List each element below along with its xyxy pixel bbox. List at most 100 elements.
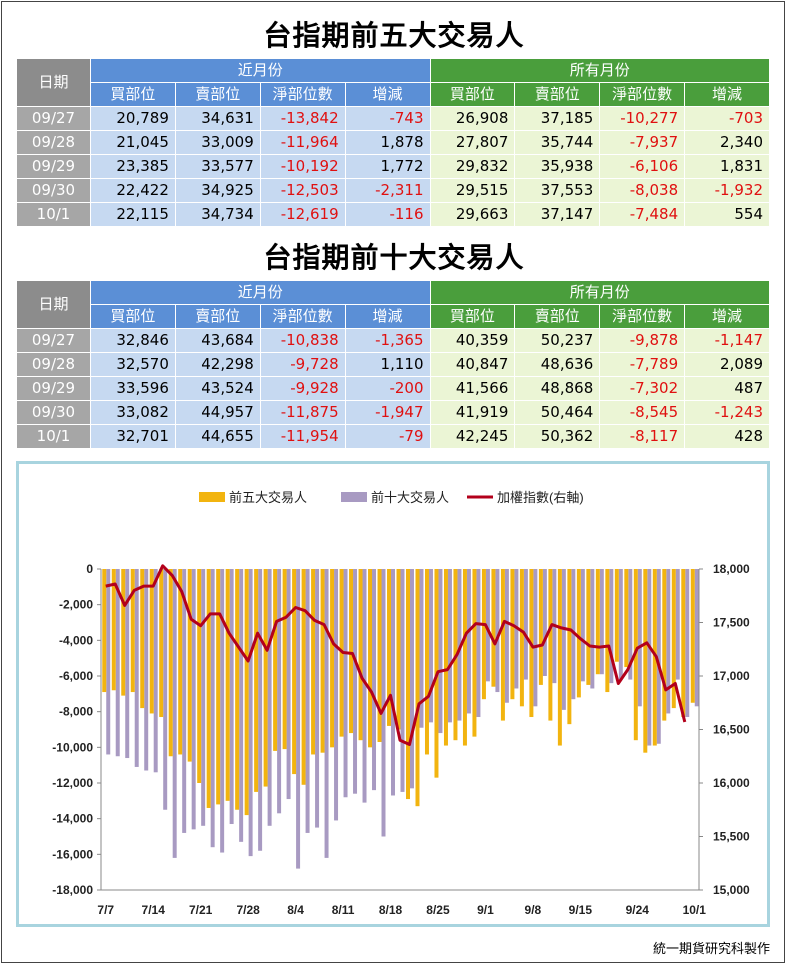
top5-bar bbox=[510, 569, 515, 700]
top10-bar bbox=[362, 569, 367, 803]
top5-bar bbox=[235, 569, 240, 810]
top10-bar bbox=[353, 569, 358, 794]
top5-bar bbox=[377, 569, 382, 742]
value-cell: 40,359 bbox=[429, 328, 516, 353]
y2-tick-label: 16,500 bbox=[713, 723, 750, 737]
date-cell: 09/28 bbox=[16, 352, 91, 377]
top10-bar bbox=[115, 569, 120, 757]
value-cell: 428 bbox=[684, 424, 770, 449]
top10-bar bbox=[210, 569, 215, 848]
x-tick-label: 10/1 bbox=[683, 903, 707, 917]
x-tick-label: 7/7 bbox=[97, 903, 114, 917]
top10-bar bbox=[153, 569, 158, 773]
top5-bar bbox=[595, 569, 600, 675]
top5-bar bbox=[187, 569, 192, 762]
top5-bar bbox=[396, 569, 401, 730]
value-cell: -7,789 bbox=[599, 352, 686, 377]
top10-bar bbox=[334, 569, 339, 821]
chart-legend: 前五大交易人 前十大交易人 加權指數(右軸) bbox=[199, 490, 584, 505]
top10-bar bbox=[628, 569, 633, 680]
top5-bar bbox=[330, 569, 335, 748]
top5-bar bbox=[519, 569, 524, 707]
top10-bar bbox=[580, 569, 585, 682]
col-header: 淨部位數 bbox=[259, 82, 346, 107]
near-month-header: 近月份 bbox=[90, 280, 431, 305]
y-tick-label: -4,000 bbox=[59, 633, 93, 647]
top10-bar bbox=[561, 569, 566, 710]
value-cell: 1,110 bbox=[344, 352, 431, 377]
date-header: 日期 bbox=[16, 280, 91, 329]
value-cell: 48,636 bbox=[514, 352, 601, 377]
value-cell: -11,875 bbox=[259, 400, 346, 425]
value-cell: 44,957 bbox=[174, 400, 261, 425]
value-cell: 33,577 bbox=[174, 154, 261, 179]
x-tick-label: 8/18 bbox=[379, 903, 403, 917]
value-cell: 1,772 bbox=[344, 154, 431, 179]
top5-bar bbox=[406, 569, 410, 800]
col-header: 賣部位 bbox=[514, 82, 601, 107]
top5-bar bbox=[481, 569, 486, 700]
table-row: 09/27 20,789 34,631 -13,842 -743 26,908 37,185… bbox=[16, 106, 770, 131]
date-cell: 09/27 bbox=[16, 328, 91, 353]
top10-bar bbox=[504, 569, 509, 703]
value-cell: -703 bbox=[684, 106, 770, 131]
value-cell: 20,789 bbox=[90, 106, 176, 131]
top10-bar bbox=[533, 569, 538, 707]
value-cell: 23,385 bbox=[90, 154, 176, 179]
top10-bar bbox=[324, 569, 329, 858]
value-cell: 34,925 bbox=[174, 178, 261, 203]
top5-bar bbox=[225, 569, 230, 801]
value-cell: -8,545 bbox=[599, 400, 686, 425]
col-header: 增減 bbox=[344, 82, 431, 107]
y-tick-label: -16,000 bbox=[52, 847, 93, 861]
top10-bar bbox=[599, 569, 604, 675]
top10-bar bbox=[144, 569, 149, 771]
x-tick-label: 7/21 bbox=[189, 903, 213, 917]
top5-bar bbox=[159, 569, 164, 718]
y2-tick-label: 17,000 bbox=[713, 669, 750, 683]
value-cell: -11,954 bbox=[259, 424, 346, 449]
col-header: 增減 bbox=[684, 82, 770, 107]
top10-bar bbox=[656, 569, 661, 744]
y-tick-label: -18,000 bbox=[52, 883, 93, 897]
top5-bar bbox=[111, 569, 116, 691]
value-cell: 2,340 bbox=[684, 130, 770, 155]
top5-bar bbox=[273, 569, 278, 751]
value-cell: 37,185 bbox=[514, 106, 601, 131]
top10-bar bbox=[590, 569, 595, 689]
x-tick-label: 7/28 bbox=[236, 903, 260, 917]
top5-bar bbox=[320, 569, 325, 753]
value-cell: 50,237 bbox=[514, 328, 601, 353]
date-cell: 09/29 bbox=[16, 154, 91, 179]
top5-bar bbox=[149, 569, 154, 714]
value-cell: 48,868 bbox=[514, 376, 601, 401]
x-tick-label: 9/15 bbox=[569, 903, 593, 917]
top10-bar bbox=[372, 569, 377, 791]
x-tick-label: 9/8 bbox=[525, 903, 542, 917]
date-cell: 10/1 bbox=[16, 424, 91, 449]
y2-tick-label: 15,000 bbox=[713, 883, 750, 897]
table-row: 09/28 32,570 42,298 -9,728 1,110 40,847 48,636… bbox=[16, 352, 770, 377]
top10-bar bbox=[542, 569, 547, 676]
top10-bar bbox=[391, 569, 395, 796]
top5-bar bbox=[216, 569, 221, 805]
top5-bar bbox=[168, 569, 173, 757]
value-cell: 42,298 bbox=[174, 352, 261, 377]
table-row: 09/29 33,596 43,524 -9,928 -200 41,566 48,868-… bbox=[16, 376, 770, 401]
top5-bar bbox=[681, 569, 686, 718]
value-cell: 44,655 bbox=[174, 424, 261, 449]
value-cell: 554 bbox=[684, 202, 770, 227]
value-cell: 35,744 bbox=[514, 130, 601, 155]
table-row: 09/28 21,045 33,009 -11,964 1,878 27,807 35,74… bbox=[16, 130, 770, 155]
date-cell: 09/30 bbox=[16, 178, 91, 203]
top5-bar bbox=[500, 569, 505, 721]
top10-bar bbox=[296, 569, 301, 869]
table2-title: 台指期前十大交易人 bbox=[263, 241, 525, 274]
top5-bar bbox=[652, 569, 657, 746]
value-cell: -10,277 bbox=[599, 106, 686, 131]
value-cell: -1,947 bbox=[344, 400, 431, 425]
top5-traders-table: 日期 近月份 所有月份 買部位 賣部位 淨部位數 增減 買部位 賣部位 淨部位數… bbox=[16, 58, 770, 227]
top5-bar bbox=[301, 569, 306, 785]
top5-bar bbox=[368, 569, 373, 748]
top10-bar bbox=[277, 569, 282, 814]
